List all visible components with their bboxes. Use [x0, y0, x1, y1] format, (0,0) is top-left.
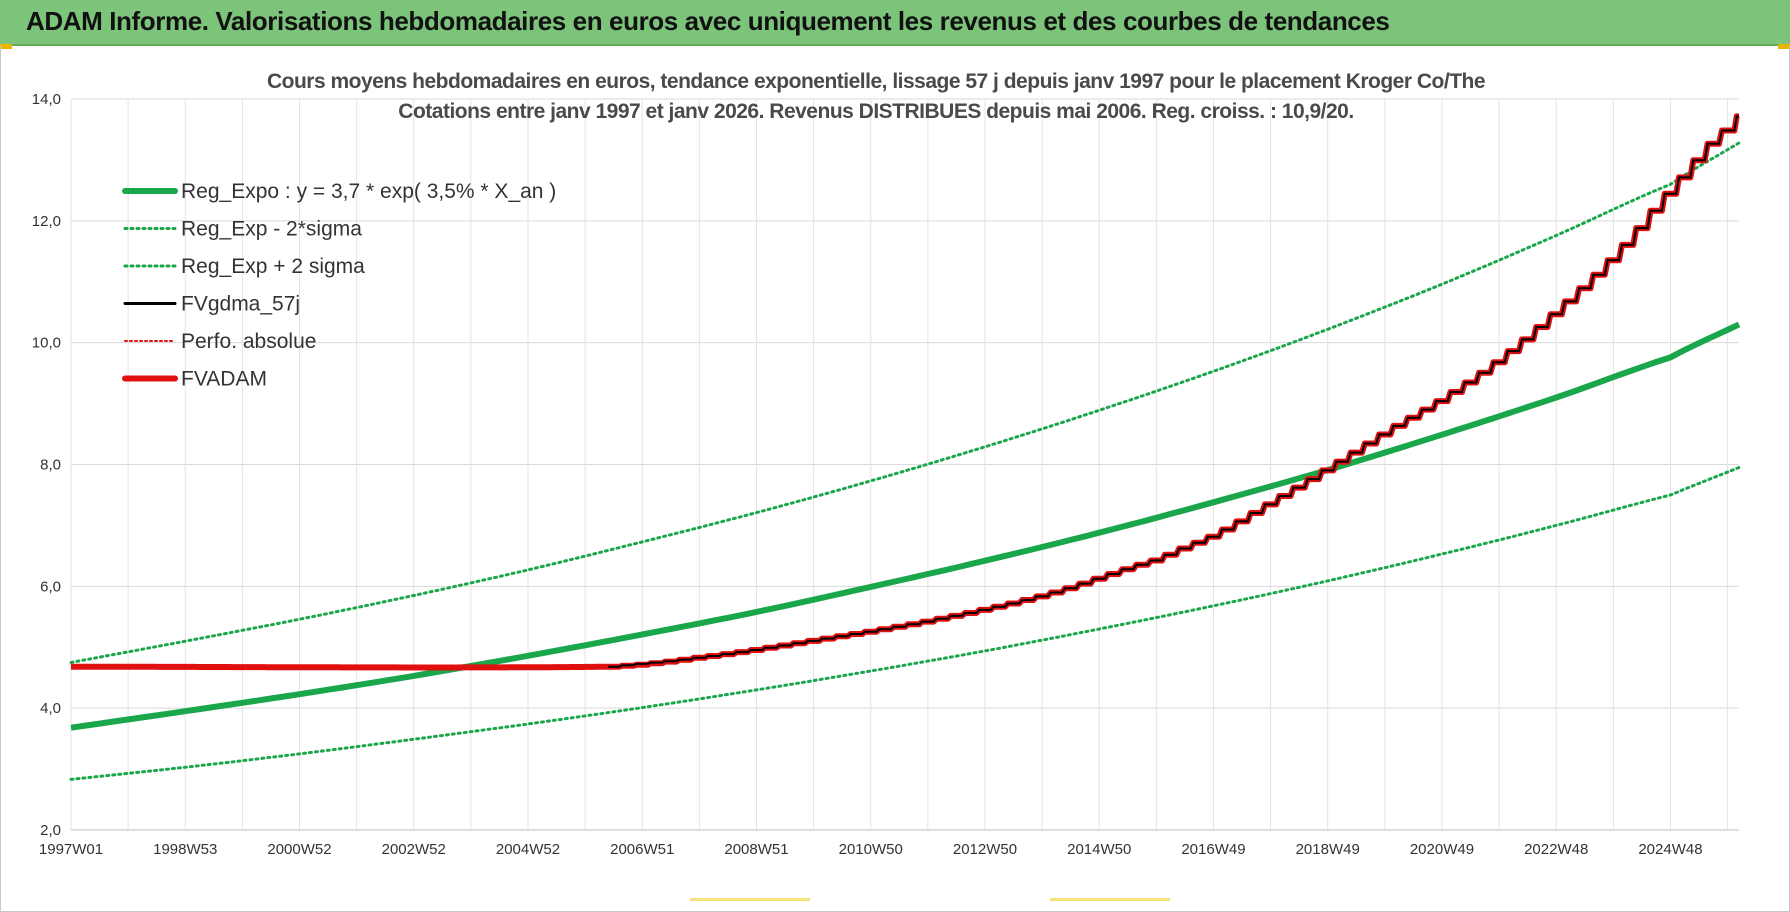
- x-tick-label: 2020W49: [1410, 841, 1474, 858]
- y-tick-label: 14,0: [32, 91, 61, 108]
- x-tick-label: 1998W53: [153, 841, 217, 858]
- y-tick-label: 6,0: [40, 578, 61, 595]
- series-reg_expo: [70, 321, 1741, 731]
- x-tick-label: 2004W52: [496, 841, 560, 858]
- x-tick-label: 1997W01: [39, 841, 103, 858]
- y-tick-label: 2,0: [40, 822, 61, 839]
- series-fvgdma: [608, 115, 1739, 668]
- bottom-mark-2: [1050, 898, 1170, 901]
- legend-label-reg_minus: Reg_Exp - 2*sigma: [181, 218, 362, 241]
- y-tick-label: 8,0: [40, 457, 61, 474]
- chart-subtitle: Cotations entre janv 1997 et janv 2026. …: [398, 100, 1354, 123]
- x-tick-label: 2000W52: [267, 841, 331, 858]
- x-tick-label: 2008W51: [724, 841, 788, 858]
- x-tick-label: 2024W48: [1638, 841, 1702, 858]
- legend-label-fvadam: FVADAM: [181, 368, 267, 391]
- x-tick-label: 2006W51: [610, 841, 674, 858]
- corner-mark-right: [1778, 44, 1790, 49]
- legend-layer: Reg_Expo : y = 3,7 * exp( 3,5% * X_an ) R…: [122, 180, 556, 391]
- chart-frame: 2,0 4,0 6,0 8,0 10,0 12,0 14,0 1997W01 1998W53 20…: [0, 46, 1790, 912]
- series-layer: [69, 113, 1741, 781]
- chart-title: Cours moyens hebdomadaires en euros, ten…: [266, 70, 1486, 93]
- chart: 2,0 4,0 6,0 8,0 10,0 12,0 14,0 1997W01 1998W53 20…: [32, 91, 1741, 858]
- y-tick-label: 4,0: [40, 700, 61, 717]
- x-tick-label: 2022W48: [1524, 841, 1588, 858]
- corner-mark-left: [0, 44, 12, 49]
- bottom-mark-1: [690, 898, 810, 901]
- x-tick-label: 2012W50: [953, 841, 1017, 858]
- series-reg_plus: [69, 141, 1741, 664]
- report-header: ADAM Informe. Valorisations hebdomadaire…: [0, 0, 1790, 46]
- legend-label-reg_expo: Reg_Expo : y = 3,7 * exp( 3,5% * X_an ): [181, 180, 556, 203]
- legend-label-fvgdma: FVgdma_57j: [181, 293, 300, 316]
- axis-layer: 2,0 4,0 6,0 8,0 10,0 12,0 14,0 1997W01 1998W53 20…: [32, 91, 1739, 858]
- x-tick-label: 2010W50: [839, 841, 903, 858]
- series-reg_minus: [69, 466, 1741, 781]
- legend-label-reg_plus: Reg_Exp + 2 sigma: [181, 255, 365, 278]
- y-tick-label: 12,0: [32, 213, 61, 230]
- legend-label-perfo: Perfo. absolue: [181, 330, 316, 353]
- grid-layer: [70, 98, 1739, 831]
- x-tick-label: 2014W50: [1067, 841, 1131, 858]
- x-tick-label: 2018W49: [1296, 841, 1360, 858]
- y-tick-label: 10,0: [32, 335, 61, 352]
- x-tick-label: 2002W52: [382, 841, 446, 858]
- report-title: ADAM Informe. Valorisations hebdomadaire…: [26, 6, 1390, 36]
- x-tick-label: 2016W49: [1181, 841, 1245, 858]
